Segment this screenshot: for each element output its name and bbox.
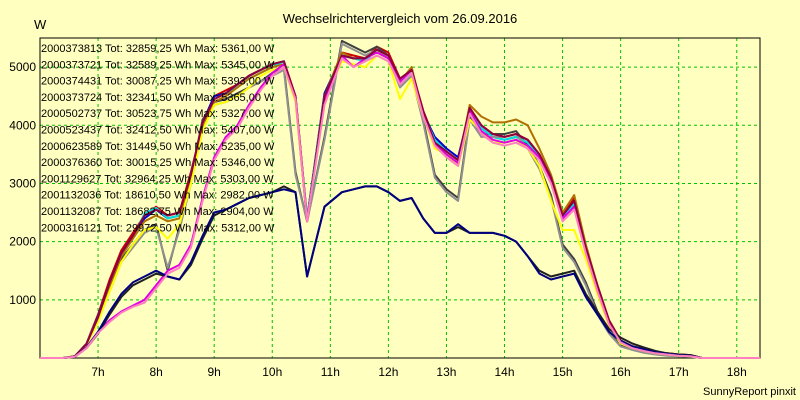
y-tick-label: 1000 <box>9 293 36 307</box>
legend-entry-7: 2000623589 Tot: 31449,50 Wh Max: 5235,00… <box>41 141 275 153</box>
x-tick-label: 11h <box>321 365 340 379</box>
x-tick-label: 17h <box>669 365 689 379</box>
legend-entry-3: 2000374431 Tot: 30087,25 Wh Max: 5393,00… <box>41 76 275 88</box>
x-tick-label: 13h <box>436 365 456 379</box>
y-axis-unit-label: W <box>34 17 47 32</box>
y-tick-label: 3000 <box>9 176 36 190</box>
x-tick-label: 8h <box>149 365 162 379</box>
legend-entry-2: 2000373721 Tot: 32589,25 Wh Max: 5345,00… <box>41 59 275 71</box>
legend-entry-8: 2000376360 Tot: 30015,25 Wh Max: 5346,00… <box>41 157 275 169</box>
plot-frame <box>39 37 761 359</box>
legend-entry-9: 2001129627 Tot: 32964,25 Wh Max: 5303,00… <box>41 173 274 185</box>
legend-entry-10: 2001132036 Tot: 18610,50 Wh Max: 2982,00… <box>41 190 274 202</box>
x-tick-label: 12h <box>378 365 398 379</box>
y-tick-label: 4000 <box>9 118 36 132</box>
chart-title: Wechselrichtervergleich vom 26.09.2016 <box>283 11 518 26</box>
x-tick-label: 14h <box>495 365 515 379</box>
y-tick-label: 2000 <box>9 235 36 249</box>
x-tick-label: 7h <box>91 365 104 379</box>
legend-entry-1: 2000373813 Tot: 32859,25 Wh Max: 5361,00… <box>41 43 275 55</box>
x-tick-label: 10h <box>262 365 282 379</box>
legend-entry-6: 2000523437 Tot: 32412,50 Wh Max: 5407,00… <box>41 125 275 137</box>
legend-entry-12: 2000316121 Tot: 29972,50 Wh Max: 5312,00… <box>41 222 275 234</box>
x-tick-label: 18h <box>727 365 747 379</box>
footer-credit: SunnyReport pinxit <box>703 386 796 398</box>
x-tick-label: 15h <box>553 365 573 379</box>
legend-entry-5: 2000502737 Tot: 30523,75 Wh Max: 5327,00… <box>41 108 275 120</box>
series-line-5 <box>40 42 760 359</box>
x-tick-label: 16h <box>611 365 631 379</box>
x-tick-label: 9h <box>208 365 221 379</box>
legend-entry-4: 2000373724 Tot: 32341,50 Wh Max: 5365,00… <box>41 92 275 104</box>
series-line-12 <box>40 54 760 359</box>
y-tick-label: 5000 <box>9 60 36 74</box>
legend-entry-11: 2001132087 Tot: 18682,75 Wh Max: 2904,00… <box>41 206 274 218</box>
